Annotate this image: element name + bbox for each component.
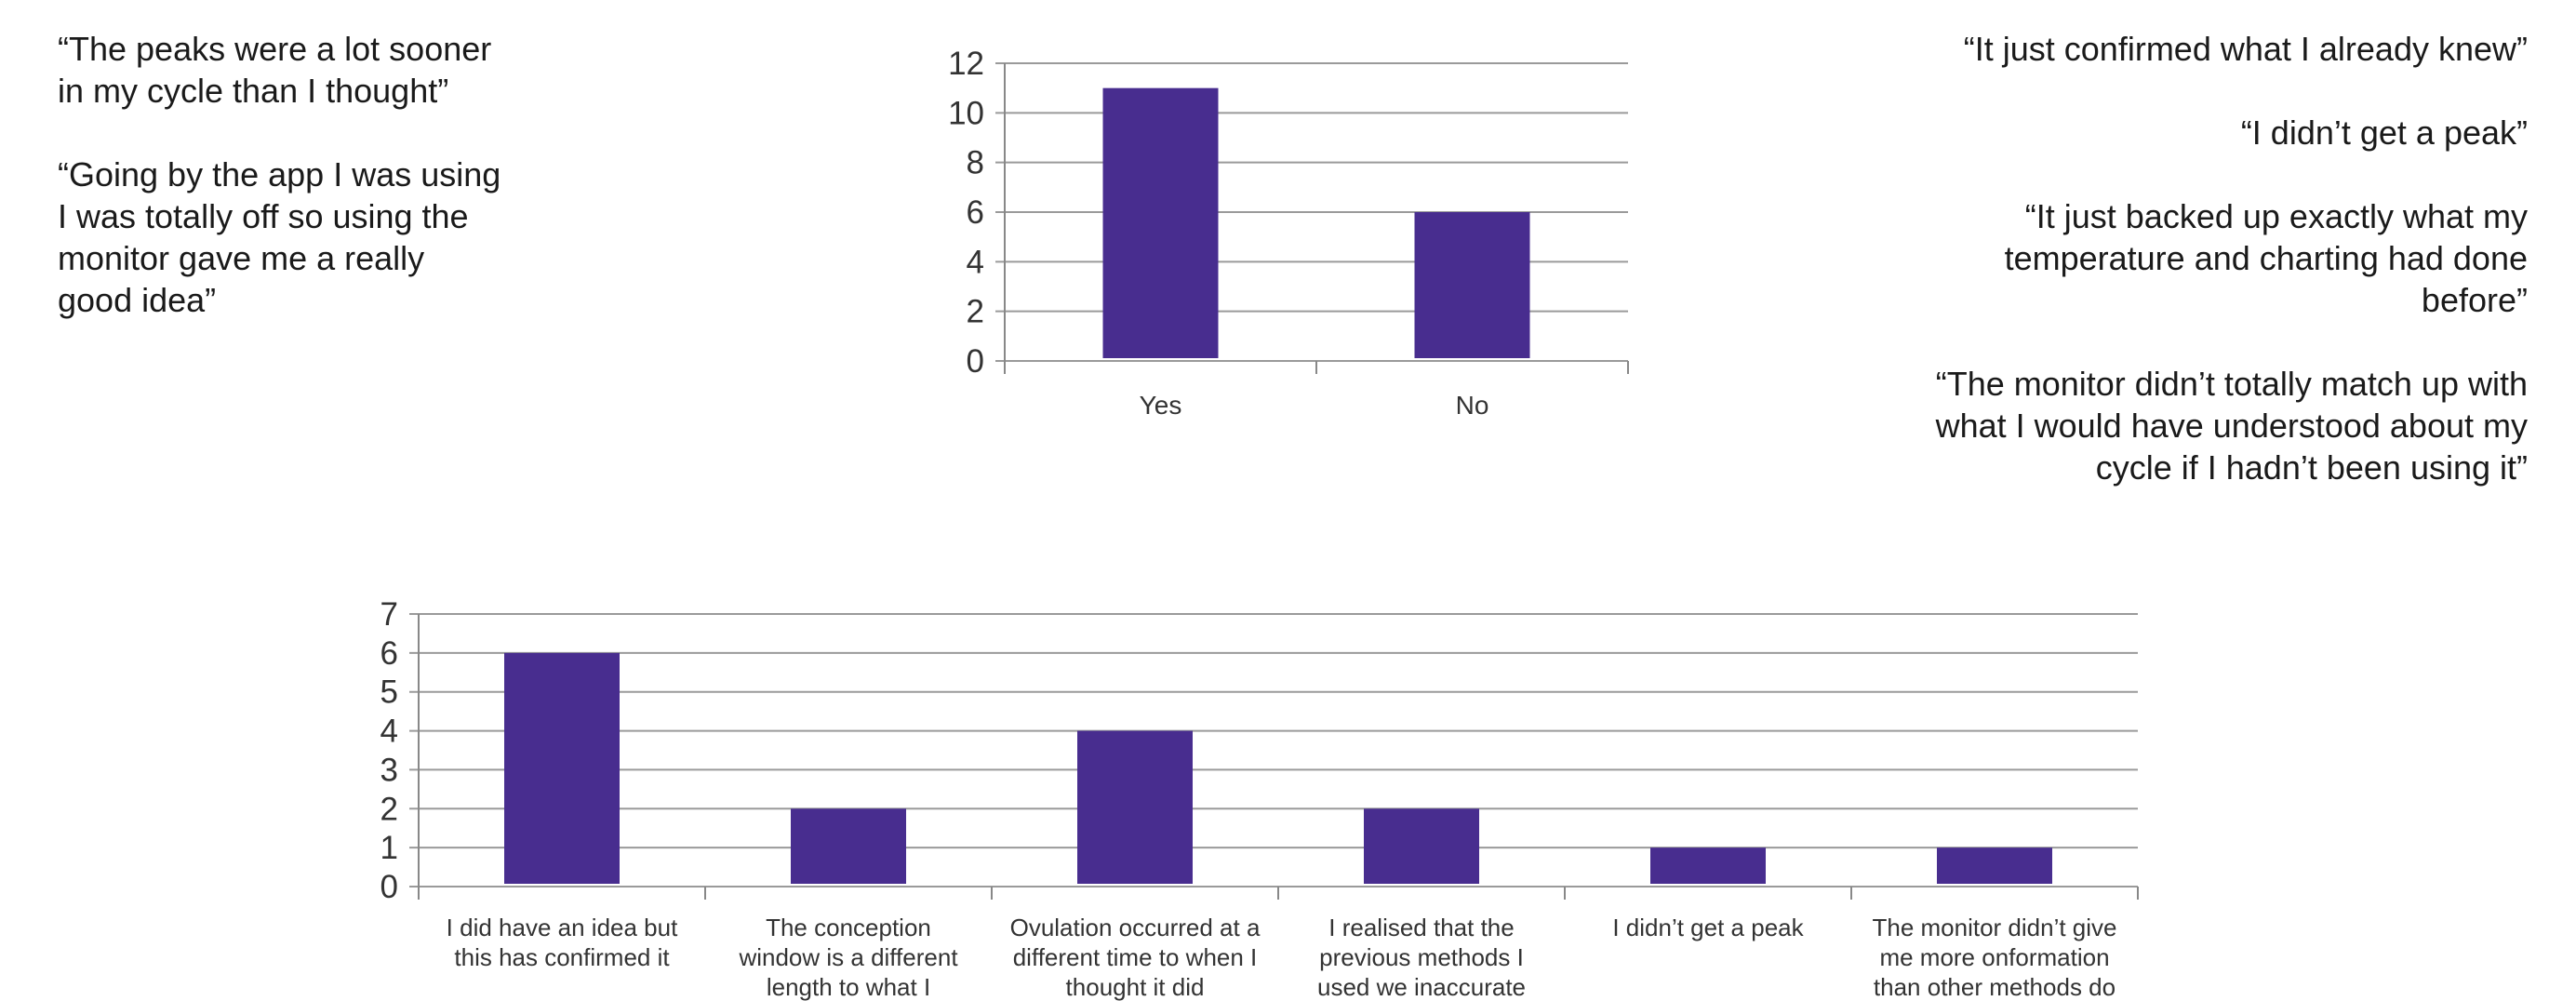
category-label: than other methods do <box>1874 973 2116 1001</box>
left-quotes: “The peaks were a lot sooner in my cycle… <box>58 28 504 363</box>
y-tick-label: 0 <box>380 869 398 905</box>
category-label: different time to when I <box>1013 943 1258 971</box>
bar <box>1364 808 1479 884</box>
category-label: Yes <box>1140 391 1182 420</box>
bar <box>1077 730 1193 884</box>
category-label: previous methods I <box>1319 943 1524 971</box>
bar <box>504 652 620 884</box>
y-tick-label: 12 <box>948 46 984 82</box>
category-label: window is a different <box>738 943 958 971</box>
category-label: this has confirmed it <box>454 943 670 971</box>
category-label: I did have an idea but <box>447 914 678 941</box>
category-label: thought it did <box>1066 973 1205 1001</box>
y-tick-label: 4 <box>380 714 398 750</box>
category-label: used we inaccurate <box>1317 973 1526 1001</box>
y-tick-label: 8 <box>967 145 984 181</box>
category-label: length to what I <box>767 973 930 1001</box>
y-tick-label: 2 <box>380 791 398 827</box>
right-quote: “The monitor didn’t totally match up wit… <box>1935 365 2528 487</box>
category-label: I didn’t get a peak <box>1612 914 1804 941</box>
category-label: The monitor didn’t give <box>1872 914 2116 941</box>
right-quote: “It just confirmed what I already knew” <box>1963 30 2528 68</box>
y-tick-label: 4 <box>967 244 984 280</box>
bar <box>1414 212 1530 358</box>
bar <box>1937 848 2052 884</box>
y-tick-label: 6 <box>380 635 398 672</box>
right-quote: “It just backed up exactly what my tempe… <box>2004 197 2528 319</box>
left-quote: “Going by the app I was using I was tota… <box>58 155 501 319</box>
y-tick-label: 2 <box>967 294 984 330</box>
category-label: The conception <box>766 914 931 941</box>
y-tick-label: 0 <box>967 343 984 380</box>
left-quote: “The peaks were a lot sooner in my cycle… <box>58 30 492 110</box>
bar <box>1650 848 1766 884</box>
category-label: Ovulation occurred at a <box>1010 914 1261 941</box>
y-tick-label: 1 <box>380 830 398 866</box>
right-quote: “I didn’t get a peak” <box>2240 113 2528 152</box>
bar <box>1102 87 1219 359</box>
category-label: me more onformation <box>1879 943 2109 971</box>
y-tick-label: 10 <box>948 95 984 131</box>
y-tick-label: 7 <box>380 596 398 633</box>
y-tick-label: 5 <box>380 674 398 711</box>
right-quotes: “It just confirmed what I already knew” … <box>1932 28 2528 530</box>
bar <box>791 808 906 884</box>
y-tick-label: 6 <box>967 194 984 231</box>
category-label: No <box>1456 391 1489 420</box>
category-label: I realised that the <box>1328 914 1514 941</box>
y-tick-label: 3 <box>380 752 398 788</box>
